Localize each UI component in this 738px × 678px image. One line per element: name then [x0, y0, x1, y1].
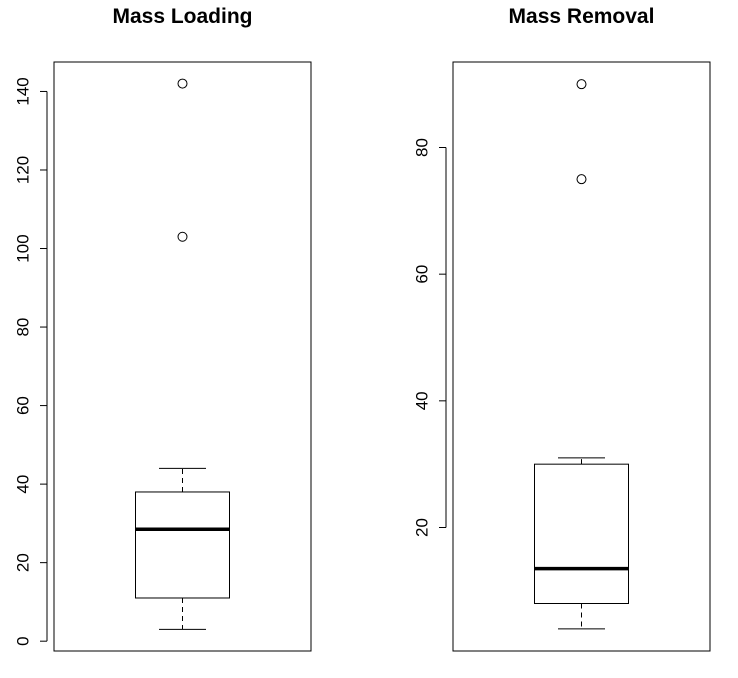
- panel-1: Mass Loading 0 20 40 60 80 100 120 140: [13, 5, 312, 652]
- chart-title: Mass Loading: [112, 5, 252, 28]
- iqr-box: [534, 463, 629, 604]
- y-tick-label: 140: [13, 77, 32, 105]
- y-tick-label: 0: [13, 636, 32, 645]
- plot-frame: [53, 61, 312, 652]
- chart-title: Mass Removal: [509, 5, 655, 28]
- y-tick-label: 20: [13, 553, 32, 572]
- y-tick-label: 20: [412, 518, 431, 537]
- y-tick-label: 80: [412, 138, 431, 157]
- y-tick-label: 60: [412, 265, 431, 284]
- panel-2: Mass Removal 20 40 60 80: [412, 5, 711, 652]
- y-tick-label: 40: [412, 391, 431, 410]
- outlier-point: [576, 79, 587, 90]
- y-tick-label: 80: [13, 318, 32, 337]
- y-tick-label: 120: [13, 156, 32, 184]
- outlier-point: [177, 78, 188, 89]
- y-tick-label: 60: [13, 396, 32, 415]
- outlier-point: [177, 231, 188, 242]
- iqr-box: [135, 491, 230, 599]
- outlier-point: [576, 174, 587, 185]
- y-tick-label: 40: [13, 475, 32, 494]
- plot-frame: [452, 61, 711, 652]
- y-tick-label: 100: [13, 234, 32, 262]
